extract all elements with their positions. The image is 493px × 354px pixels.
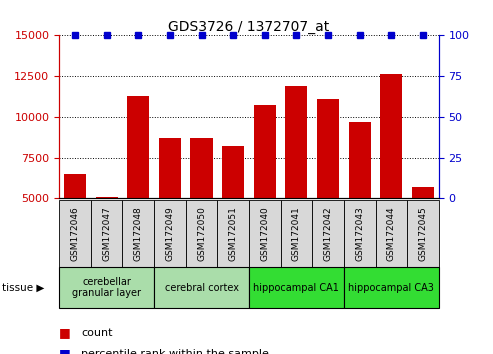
Bar [159, 138, 181, 280]
Text: GSM172048: GSM172048 [134, 206, 143, 261]
Bar [96, 196, 118, 280]
Bar [59, 200, 91, 267]
Text: GSM172047: GSM172047 [102, 206, 111, 261]
Bar [249, 200, 281, 267]
Bar [154, 200, 186, 267]
Text: GSM172049: GSM172049 [165, 206, 175, 261]
Bar [64, 174, 86, 280]
Bar [281, 200, 312, 267]
Bar [344, 267, 439, 308]
Text: GSM172041: GSM172041 [292, 206, 301, 261]
Bar [349, 122, 371, 280]
Bar [91, 200, 122, 267]
Text: GSM172050: GSM172050 [197, 206, 206, 261]
Text: GSM172044: GSM172044 [387, 206, 396, 261]
Bar [190, 138, 212, 280]
Bar [412, 187, 434, 280]
Text: hippocampal CA1: hippocampal CA1 [253, 282, 339, 293]
Bar [217, 200, 249, 267]
Text: hippocampal CA3: hippocampal CA3 [349, 282, 434, 293]
Bar [154, 267, 249, 308]
Text: percentile rank within the sample: percentile rank within the sample [81, 349, 269, 354]
Bar [317, 99, 339, 280]
Bar [59, 267, 154, 308]
Bar [222, 146, 244, 280]
Bar [407, 200, 439, 267]
Text: GSM172042: GSM172042 [323, 206, 333, 261]
Text: cerebellar
granular layer: cerebellar granular layer [72, 277, 141, 298]
Text: count: count [81, 328, 113, 338]
Text: GSM172046: GSM172046 [70, 206, 79, 261]
Text: cerebral cortex: cerebral cortex [165, 282, 239, 293]
Bar [254, 105, 276, 280]
Bar [285, 86, 308, 280]
Text: ■: ■ [59, 348, 71, 354]
Title: GDS3726 / 1372707_at: GDS3726 / 1372707_at [168, 21, 330, 34]
Bar [186, 200, 217, 267]
Bar [127, 96, 149, 280]
Bar [376, 200, 407, 267]
Text: GSM172045: GSM172045 [419, 206, 427, 261]
Bar [122, 200, 154, 267]
Text: GSM172040: GSM172040 [260, 206, 269, 261]
Text: GSM172043: GSM172043 [355, 206, 364, 261]
Text: GSM172051: GSM172051 [229, 206, 238, 261]
Bar [312, 200, 344, 267]
Bar [249, 267, 344, 308]
Bar [380, 74, 402, 280]
Text: tissue ▶: tissue ▶ [2, 282, 45, 293]
Text: ■: ■ [59, 326, 71, 339]
Bar [344, 200, 376, 267]
